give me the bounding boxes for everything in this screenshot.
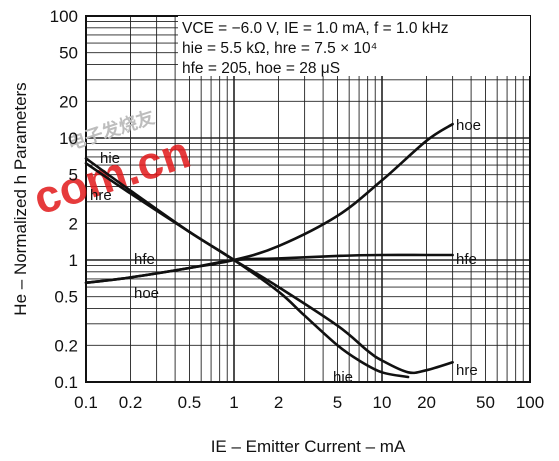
x-tick-label: 10 — [373, 393, 392, 412]
y-tick-label: 0.1 — [54, 373, 78, 392]
x-tick-label: 5 — [333, 393, 342, 412]
label-hre-right: hre — [456, 362, 478, 379]
x-tick-label: 0.5 — [178, 393, 202, 412]
series-line-hoe — [84, 122, 454, 285]
y-tick-label: 0.2 — [54, 336, 78, 355]
label-hie-left: hie — [100, 150, 120, 167]
y-axis-title: He – Normalized h Parameters — [11, 82, 30, 315]
note-conditions: VCE = −6.0 V, IE = 1.0 mA, f = 1.0 kHz — [182, 20, 449, 37]
label-hoe-right: hoe — [456, 117, 481, 134]
label-hre-left: hre — [90, 187, 112, 204]
series-line-hre — [84, 162, 454, 375]
x-tick-label: 100 — [516, 393, 544, 412]
x-tick-label: 0.1 — [74, 393, 98, 412]
x-tick-label: 20 — [417, 393, 436, 412]
x-tick-labels: 0.1 0.2 0.5 1 2 5 10 20 50 100 — [74, 393, 544, 412]
x-tick-label: 50 — [476, 393, 495, 412]
note-hfe-hoe: hfe = 205, hoe = 28 μS — [182, 60, 340, 77]
label-hfe-left: hfe — [134, 251, 155, 268]
condition-notes: VCE = −6.0 V, IE = 1.0 mA, f = 1.0 kHz h… — [178, 16, 530, 77]
y-tick-label: 0.5 — [54, 288, 78, 307]
y-tick-label: 100 — [50, 7, 78, 26]
notes-background — [178, 16, 530, 76]
y-tick-label: 10 — [59, 129, 78, 148]
y-tick-label: 2 — [69, 214, 78, 233]
label-hfe-right: hfe — [456, 251, 477, 268]
y-tick-label: 20 — [59, 92, 78, 111]
label-hoe-left: hoe — [134, 285, 159, 302]
x-tick-label: 2 — [274, 393, 283, 412]
curve-labels: hoe hfe hre hie hre hfe hoe hie — [90, 117, 481, 386]
y-tick-labels: 0.1 0.2 0.5 1 2 5 10 20 50 100 — [50, 7, 78, 392]
label-hie-bottom: hie — [333, 369, 353, 386]
y-tick-label: 50 — [59, 44, 78, 63]
curves — [84, 122, 454, 379]
x-tick-label: 1 — [229, 393, 238, 412]
x-axis-title: IE – Emitter Current – mA — [211, 437, 406, 456]
y-tick-label: 5 — [69, 166, 78, 185]
y-tick-label: 1 — [69, 251, 78, 270]
x-tick-label: 0.2 — [119, 393, 143, 412]
note-hie-hre: hie = 5.5 kΩ, hre = 7.5 × 10⁴ — [182, 40, 377, 57]
